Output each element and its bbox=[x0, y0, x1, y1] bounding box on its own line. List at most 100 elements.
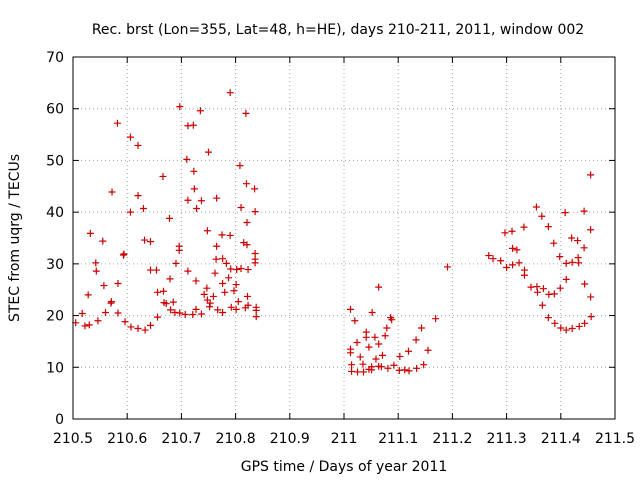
data-point bbox=[561, 209, 569, 217]
data-point bbox=[562, 275, 570, 283]
data-point bbox=[108, 188, 116, 196]
y-tick-label: 50 bbox=[46, 153, 64, 169]
data-point bbox=[107, 298, 115, 306]
data-point bbox=[206, 299, 214, 307]
data-point bbox=[120, 250, 128, 258]
data-point bbox=[371, 333, 379, 341]
data-point bbox=[99, 237, 107, 245]
data-point bbox=[550, 239, 558, 247]
data-point bbox=[227, 265, 235, 273]
data-point bbox=[527, 283, 535, 291]
data-point bbox=[189, 121, 197, 129]
data-point bbox=[581, 280, 589, 288]
data-point bbox=[197, 197, 205, 205]
x-tick-label: 211.5 bbox=[595, 431, 635, 447]
data-point bbox=[509, 244, 517, 252]
data-point bbox=[147, 321, 155, 329]
y-tick-label: 30 bbox=[46, 257, 64, 273]
data-point bbox=[383, 324, 391, 332]
data-point bbox=[197, 310, 205, 318]
y-tick-label: 10 bbox=[46, 360, 64, 376]
data-point bbox=[114, 309, 122, 317]
data-point bbox=[212, 255, 220, 263]
data-point bbox=[539, 285, 547, 293]
data-point bbox=[219, 255, 227, 263]
data-point bbox=[424, 346, 432, 354]
data-point bbox=[192, 277, 200, 285]
data-point bbox=[359, 360, 367, 368]
data-point bbox=[190, 185, 198, 193]
data-point bbox=[214, 306, 222, 314]
data-point bbox=[233, 266, 241, 274]
data-point bbox=[160, 287, 168, 295]
data-point bbox=[587, 293, 595, 301]
data-point bbox=[390, 361, 398, 369]
data-point bbox=[236, 162, 244, 170]
data-point bbox=[226, 89, 234, 97]
data-point bbox=[485, 252, 493, 260]
data-point bbox=[375, 283, 383, 291]
data-point bbox=[368, 366, 376, 374]
data-point bbox=[172, 259, 180, 267]
data-point bbox=[580, 244, 588, 252]
data-point bbox=[184, 267, 192, 275]
x-tick-label: 211.3 bbox=[487, 431, 527, 447]
data-point bbox=[196, 107, 204, 115]
data-point bbox=[243, 218, 251, 226]
data-point bbox=[126, 133, 134, 141]
grid-layer bbox=[73, 57, 615, 419]
data-point bbox=[232, 281, 240, 289]
data-point bbox=[353, 338, 361, 346]
data-point bbox=[176, 103, 184, 111]
data-point bbox=[550, 290, 558, 298]
data-point bbox=[544, 223, 552, 231]
data-point bbox=[81, 322, 89, 330]
data-point bbox=[203, 227, 211, 235]
data-point bbox=[85, 321, 93, 329]
data-point bbox=[533, 288, 541, 296]
data-point bbox=[587, 313, 595, 321]
data-point bbox=[244, 266, 252, 274]
data-point bbox=[404, 347, 412, 355]
data-point bbox=[365, 343, 373, 351]
data-point bbox=[432, 315, 440, 323]
data-point bbox=[251, 259, 259, 267]
data-point bbox=[377, 363, 385, 371]
data-point bbox=[209, 292, 217, 300]
data-point bbox=[232, 305, 240, 313]
data-point bbox=[252, 306, 260, 314]
data-point bbox=[193, 205, 201, 213]
data-point bbox=[544, 314, 552, 322]
data-point bbox=[347, 349, 355, 357]
data-point bbox=[225, 274, 233, 282]
data-point bbox=[354, 368, 362, 376]
data-point bbox=[218, 231, 226, 239]
data-point bbox=[412, 336, 420, 344]
data-point bbox=[562, 326, 570, 334]
data-point bbox=[152, 266, 160, 274]
data-point bbox=[169, 298, 177, 306]
data-point bbox=[226, 231, 234, 239]
data-point bbox=[126, 208, 134, 216]
data-point bbox=[538, 212, 546, 220]
x-tick-label: 210.9 bbox=[270, 431, 310, 447]
data-point bbox=[92, 259, 100, 267]
data-point bbox=[139, 205, 147, 213]
data-point bbox=[351, 317, 359, 325]
data-point bbox=[587, 171, 595, 179]
x-tick-label: 210.7 bbox=[161, 431, 201, 447]
data-point bbox=[92, 267, 100, 275]
data-point bbox=[165, 214, 173, 222]
data-point bbox=[222, 259, 230, 267]
data-point bbox=[360, 368, 368, 376]
data-point bbox=[211, 269, 219, 277]
data-point bbox=[497, 257, 505, 265]
data-point bbox=[568, 325, 576, 332]
data-point bbox=[134, 192, 142, 200]
data-point bbox=[230, 287, 238, 295]
data-point bbox=[551, 319, 559, 327]
data-point bbox=[147, 266, 155, 274]
data-point bbox=[166, 275, 174, 283]
data-point bbox=[244, 292, 252, 300]
